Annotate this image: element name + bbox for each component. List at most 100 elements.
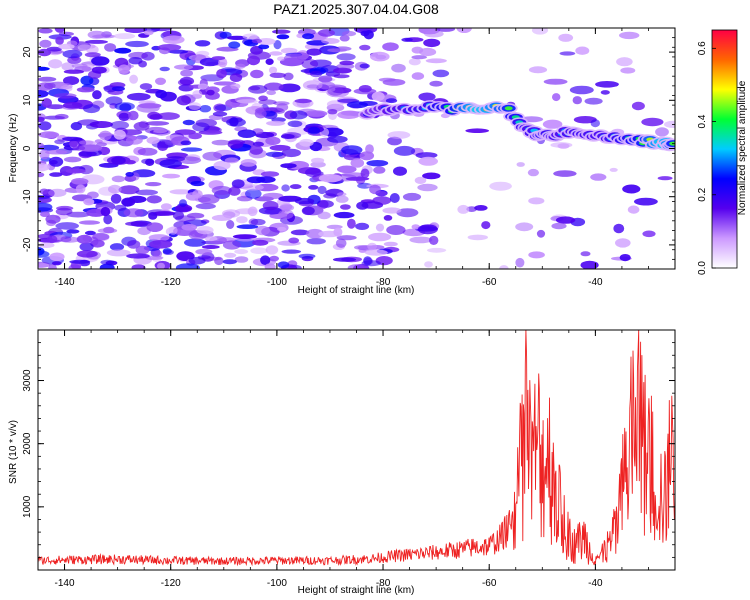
heatmap-cell <box>294 98 312 104</box>
y-tick-label: 0 <box>22 145 33 151</box>
heatmap-cell <box>336 192 347 197</box>
heatmap-cell <box>174 64 193 70</box>
heatmap-cell <box>146 136 160 144</box>
heatmap-cell <box>515 222 534 232</box>
heatmap-cell <box>181 224 198 231</box>
heatmap-cell <box>169 189 193 195</box>
heatmap-cell <box>360 30 370 37</box>
y-tick-label: 3000 <box>22 369 33 392</box>
heatmap-cell <box>429 80 443 87</box>
heatmap-cell <box>306 228 324 239</box>
heatmap-cell <box>96 142 107 147</box>
heatmap-cell <box>105 96 123 106</box>
colorbar-tick-label: 0.6 <box>697 41 708 55</box>
heatmap-cell <box>232 234 257 240</box>
heatmap-cell <box>87 191 99 199</box>
heatmap-cell <box>558 33 574 42</box>
heatmap-cell <box>62 49 83 59</box>
heatmap-cell <box>125 221 148 227</box>
heatmap-cell <box>87 30 106 39</box>
heatmap-cell <box>227 140 244 149</box>
heatmap-cell <box>339 60 355 66</box>
heatmap-cell <box>79 242 94 252</box>
heatmap-cell <box>247 55 260 66</box>
heatmap-cell <box>619 31 640 40</box>
heatmap-cell <box>234 256 249 263</box>
heatmap-cell <box>69 259 91 264</box>
heatmap-cell <box>155 89 168 99</box>
heatmap-cell <box>126 253 150 259</box>
heatmap-cell <box>146 222 164 232</box>
heatmap-cell <box>283 72 294 81</box>
heatmap-cell <box>60 236 72 243</box>
heatmap-cell <box>181 147 203 152</box>
heatmap-cell <box>269 72 286 79</box>
heatmap-cell <box>125 172 134 177</box>
heatmap-cell <box>91 66 107 74</box>
heatmap-cell <box>369 184 381 195</box>
heatmap-cell <box>91 56 110 66</box>
heatmap-cell <box>382 207 402 214</box>
heatmap-cell <box>251 38 263 44</box>
heatmap-cell <box>255 225 270 236</box>
heatmap-cell <box>109 243 125 251</box>
heatmap-cell <box>53 93 77 99</box>
heatmap-cell <box>76 234 93 244</box>
heatmap-cell <box>157 112 180 120</box>
heatmap-cell <box>367 242 377 251</box>
heatmap-cell <box>226 35 248 41</box>
heatmap-cell <box>373 166 386 174</box>
heatmap-cell <box>38 28 53 34</box>
y-tick-label: 2000 <box>22 432 33 455</box>
heatmap-cell <box>48 188 67 197</box>
heatmap-cell <box>153 211 176 216</box>
heatmap-cell <box>162 35 185 44</box>
heatmap-cell <box>281 148 301 158</box>
heatmap-cell <box>76 250 98 258</box>
heatmap-cell <box>127 240 141 249</box>
heatmap-cell <box>58 43 75 50</box>
heatmap-cell <box>371 91 385 101</box>
heatmap-cell <box>229 117 239 127</box>
heatmap-cell <box>465 128 490 133</box>
heatmap-cell <box>263 82 284 91</box>
heatmap-cell <box>39 39 52 48</box>
heatmap-cell <box>46 46 62 52</box>
heatmap-cell <box>141 158 154 165</box>
heatmap-cell <box>179 199 187 207</box>
heatmap-cell <box>228 41 241 49</box>
heatmap-cell <box>110 120 129 130</box>
heatmap-cell <box>528 66 548 74</box>
heatmap-cell <box>54 28 66 33</box>
x-tick-label: -120 <box>161 277 181 288</box>
heatmap-cell <box>128 110 139 121</box>
colorbar-tick-label: 0.4 <box>697 114 708 128</box>
heatmap-cell <box>266 120 286 126</box>
heatmap-cell <box>61 136 83 142</box>
heatmap-cell <box>63 69 84 74</box>
heatmap-cell <box>46 235 58 244</box>
heatmap-cell <box>182 119 195 126</box>
heatmap-cell <box>145 255 164 260</box>
heatmap-cell <box>396 208 419 218</box>
heatmap-cell <box>634 197 658 206</box>
heatmap-cell <box>432 69 450 78</box>
heatmap-cell <box>63 156 82 163</box>
heatmap-cell <box>572 96 582 105</box>
heatmap-cell <box>467 234 488 241</box>
heatmap-cell <box>204 236 218 242</box>
x-tick-label: -40 <box>588 578 603 589</box>
x-tick-label: -140 <box>55 578 75 589</box>
heatmap-cell <box>38 76 57 82</box>
heatmap-cell <box>194 40 211 47</box>
heatmap-cell <box>145 121 170 126</box>
heatmap-cell <box>196 226 214 235</box>
heatmap-cell <box>595 81 619 88</box>
x-tick-label: -100 <box>267 578 287 589</box>
heatmap-cell <box>389 193 400 203</box>
heatmap-cell <box>71 178 89 185</box>
heatmap-cell <box>580 260 599 269</box>
heatmap-cell <box>176 95 191 106</box>
heatmap-cell <box>341 145 363 155</box>
heatmap-cell <box>277 56 286 62</box>
